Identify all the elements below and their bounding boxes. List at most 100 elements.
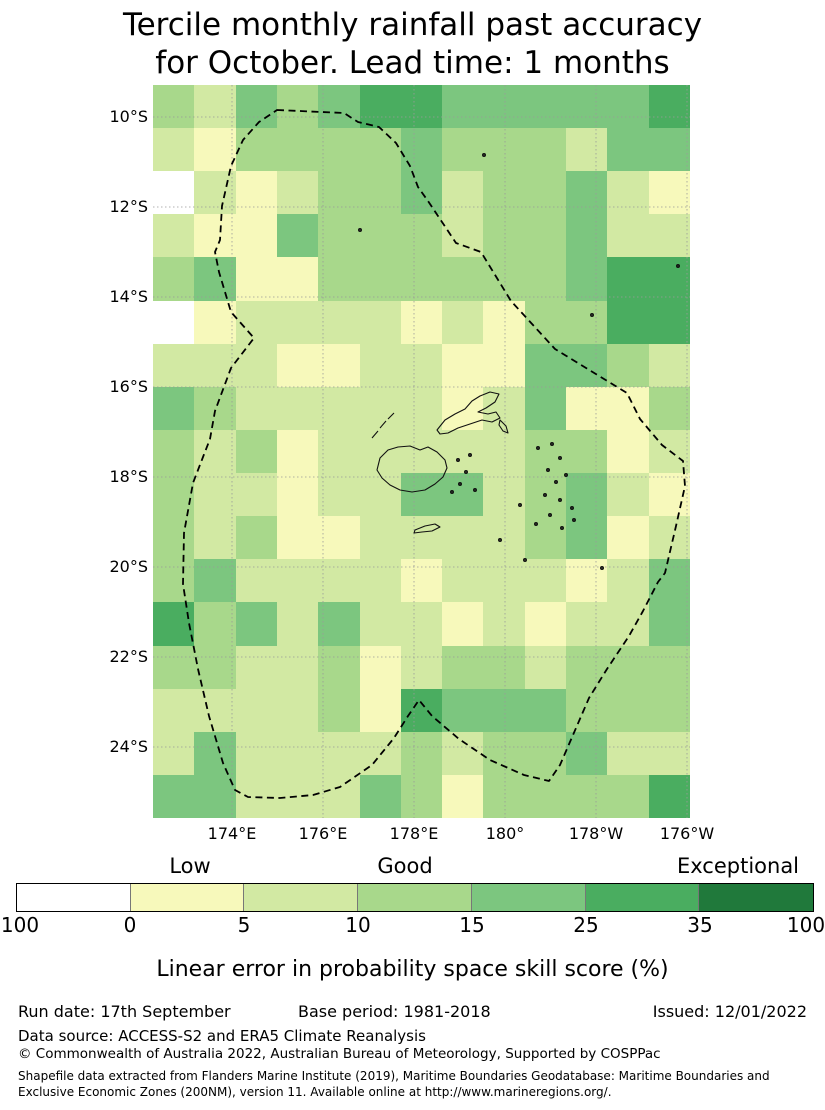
map-cell xyxy=(359,171,402,215)
colorbar-segment xyxy=(699,884,813,911)
map-cell xyxy=(524,559,567,603)
map-cell xyxy=(318,645,361,690)
colorbar xyxy=(16,883,814,912)
colorbar-caption: Linear error in probability space skill … xyxy=(156,957,669,982)
map-cell xyxy=(359,774,402,819)
map-cell xyxy=(153,645,195,690)
map-cell xyxy=(153,731,195,776)
map-cell xyxy=(607,171,650,215)
map-cell xyxy=(648,386,691,431)
map-cell xyxy=(359,559,402,603)
latitude-tick-label: 10°S xyxy=(109,107,148,126)
longitude-tick-label: 176°W xyxy=(659,824,715,843)
map-cell xyxy=(153,602,195,647)
map-cell xyxy=(442,473,484,517)
map-cell xyxy=(400,128,443,172)
islet-dot xyxy=(457,481,462,486)
map-cell xyxy=(607,257,650,302)
map-cell xyxy=(276,343,319,388)
map-cell xyxy=(359,516,402,560)
map-cell xyxy=(359,688,402,733)
map-cell xyxy=(194,128,237,172)
islet-dot xyxy=(533,521,538,526)
map-cell xyxy=(194,602,237,647)
map-cell xyxy=(235,343,278,388)
shapefile-credit-line1: Shapefile data extracted from Flanders M… xyxy=(18,1069,770,1083)
map-cell xyxy=(607,128,650,172)
map-cell xyxy=(276,516,319,560)
map-cell xyxy=(566,343,608,388)
islet-dot xyxy=(547,512,552,517)
small-islands-dots xyxy=(358,153,680,570)
map-cell xyxy=(359,257,402,302)
chart-title-line2: for October. Lead time: 1 months xyxy=(155,45,670,81)
map-cell xyxy=(524,171,567,215)
map-cell xyxy=(400,559,443,603)
latitude-tick-label: 18°S xyxy=(109,467,148,486)
map-cell xyxy=(153,257,195,302)
map-cell xyxy=(276,214,319,258)
map-cell xyxy=(359,214,402,258)
map-cell xyxy=(607,214,650,258)
map-cell xyxy=(483,85,526,129)
colorbar-zone-label: Good xyxy=(377,854,433,878)
map-cell xyxy=(648,774,691,819)
colorbar-segment xyxy=(471,884,586,911)
run-date-text: Run date: 17th September xyxy=(18,1002,231,1021)
map-cell xyxy=(566,516,608,560)
map-cell xyxy=(442,774,484,819)
map-cell xyxy=(524,731,567,776)
map-cell xyxy=(566,645,608,690)
map-cell xyxy=(400,85,443,129)
taveuni-outline xyxy=(498,419,509,434)
map-cell xyxy=(566,257,608,302)
map-cell xyxy=(318,731,361,776)
map-cell xyxy=(524,128,567,172)
vanua-levu-outline xyxy=(436,391,501,435)
map-cell xyxy=(153,429,195,474)
map-cell xyxy=(276,386,319,431)
map-cell xyxy=(153,214,195,258)
map-cell xyxy=(524,257,567,302)
map-cell xyxy=(400,214,443,258)
map-cell xyxy=(400,343,443,388)
map-cell xyxy=(566,171,608,215)
colorbar-tick-label: 100 xyxy=(786,913,825,937)
map-cell xyxy=(483,774,526,819)
map-cell xyxy=(235,257,278,302)
colorbar-tick-label: 100 xyxy=(0,913,40,937)
map-cell xyxy=(400,300,443,345)
islet-dot xyxy=(517,502,522,507)
map-cell xyxy=(318,128,361,172)
map-cell xyxy=(235,516,278,560)
islet-dot xyxy=(463,469,468,474)
islet-dot xyxy=(549,441,554,446)
map-cell xyxy=(318,473,361,517)
map-cell xyxy=(153,85,195,129)
graticule-gridlines xyxy=(153,85,690,818)
map-cell xyxy=(318,171,361,215)
map-cell xyxy=(648,731,691,776)
map-cell xyxy=(524,85,567,129)
map-cell xyxy=(524,516,567,560)
islet-dot xyxy=(589,313,594,318)
map-cell xyxy=(648,559,691,603)
map-cell xyxy=(524,645,567,690)
latitude-tick-label: 12°S xyxy=(109,197,148,216)
map-cell xyxy=(524,343,567,388)
map-cell xyxy=(276,645,319,690)
map-cell xyxy=(483,731,526,776)
colorbar-tick-label: 5 xyxy=(237,913,251,937)
map-cell xyxy=(483,257,526,302)
map-cell xyxy=(648,343,691,388)
map-cell xyxy=(442,386,484,431)
map-cell xyxy=(607,473,650,517)
map-cell xyxy=(153,343,195,388)
map-cell xyxy=(607,774,650,819)
map-cell xyxy=(153,300,195,345)
map-cell xyxy=(442,559,484,603)
islet-dot xyxy=(467,452,472,457)
latitude-tick-label: 20°S xyxy=(109,557,148,576)
map-cell xyxy=(442,300,484,345)
chart-title-line1: Tercile monthly rainfall past accuracy xyxy=(122,7,703,43)
